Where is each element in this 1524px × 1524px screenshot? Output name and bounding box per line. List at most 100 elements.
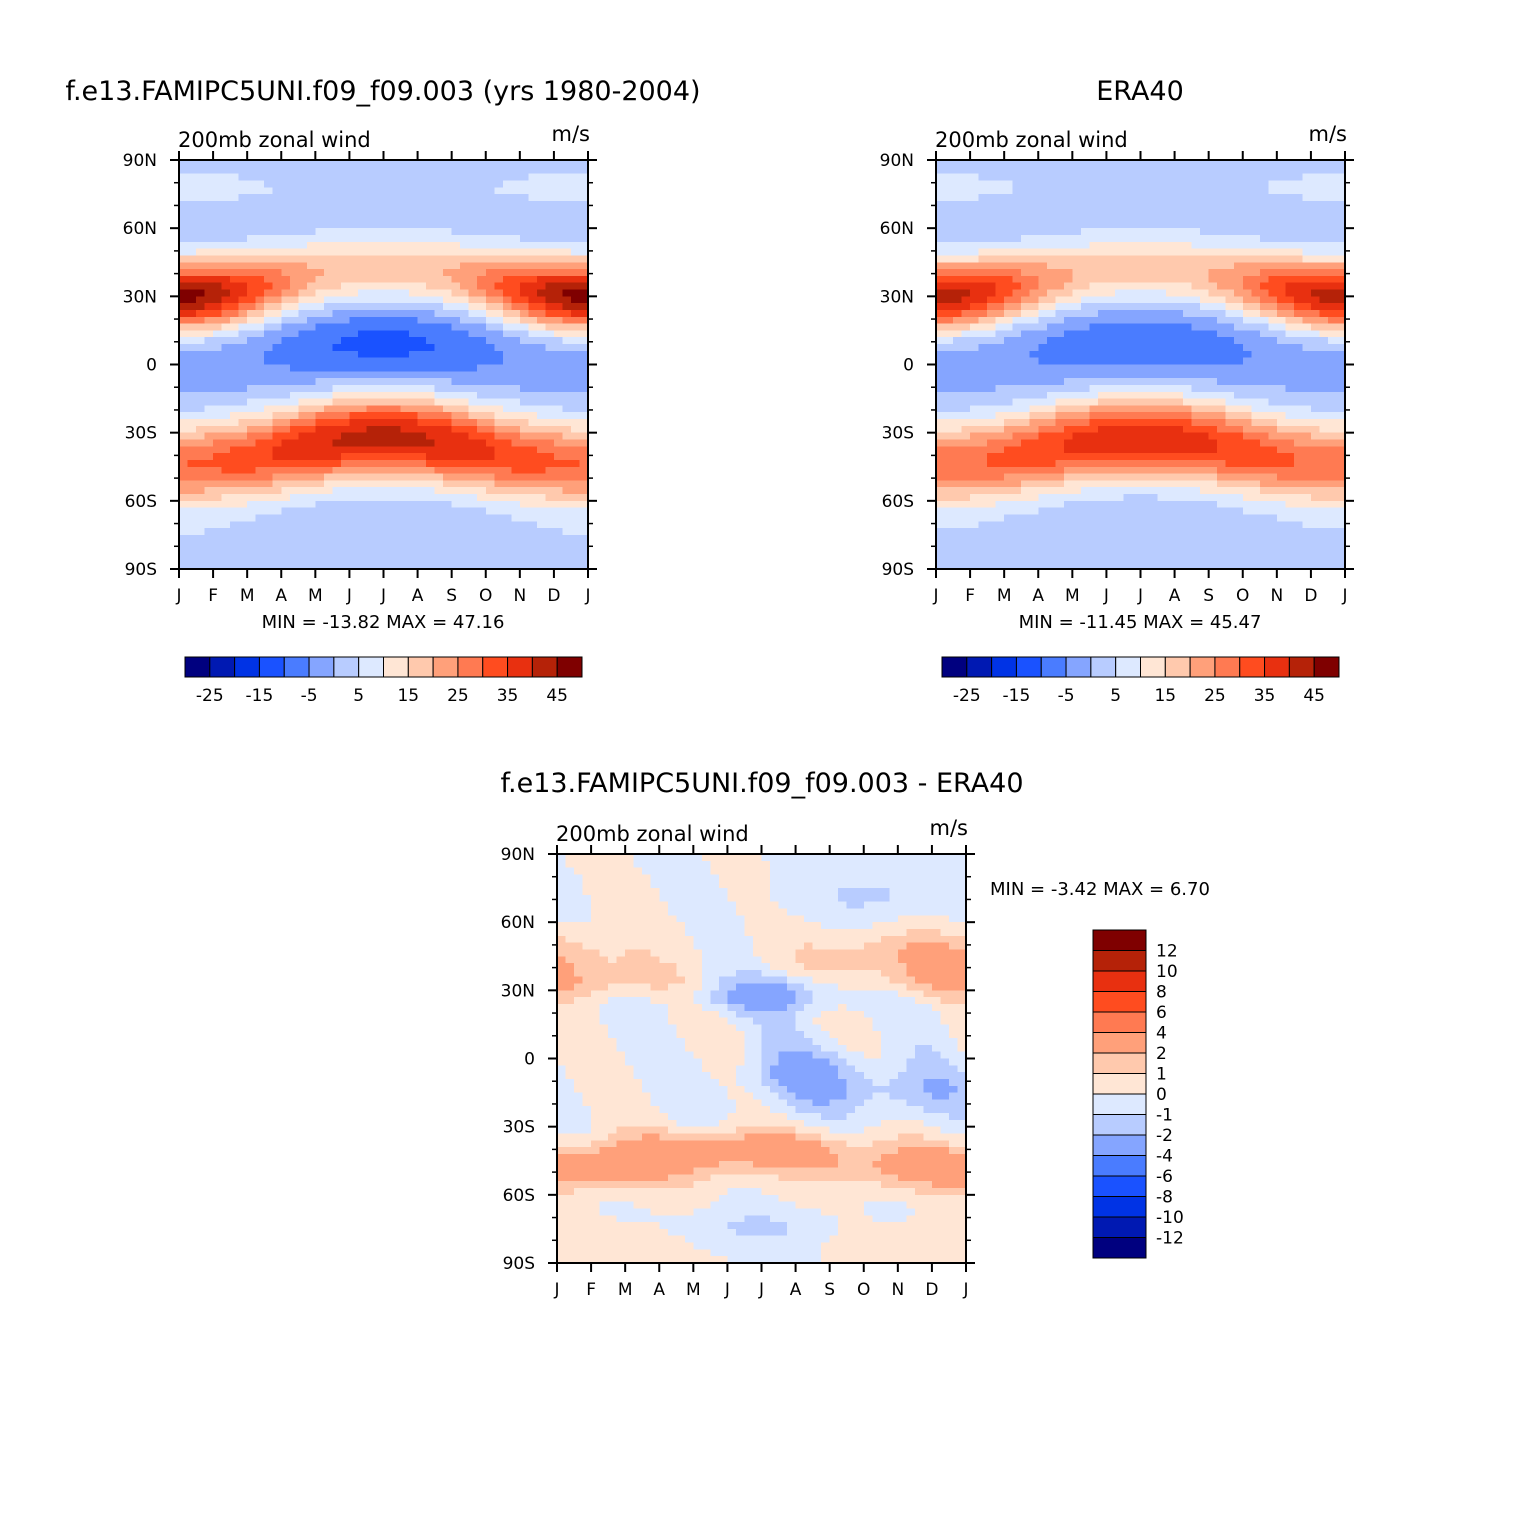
- contour-cell: [1327, 330, 1338, 338]
- contour-cell: [383, 521, 393, 529]
- contour-cell: [1242, 364, 1252, 372]
- contour-cell: [1183, 234, 1193, 243]
- contour-cell: [1285, 303, 1295, 311]
- contour-cell: [1191, 412, 1201, 420]
- contour-cell: [1166, 439, 1176, 447]
- contour-cell: [213, 405, 223, 413]
- contour-cell: [426, 337, 436, 345]
- contour-cell: [502, 521, 512, 529]
- contour-cell: [1149, 166, 1159, 175]
- contour-cell: [1234, 248, 1244, 257]
- contour-cell: [1200, 303, 1210, 311]
- contour-cell: [536, 323, 546, 332]
- contour-cell: [298, 316, 308, 325]
- contour-cell: [264, 364, 274, 372]
- contour-cell: [366, 446, 376, 454]
- contour-cell: [519, 398, 529, 406]
- contour-cell: [987, 371, 997, 379]
- contour-cell: [357, 214, 368, 222]
- contour-cell: [247, 255, 257, 263]
- contour-cell: [400, 384, 410, 393]
- contour-cell: [315, 330, 325, 338]
- contour-cell: [315, 221, 325, 229]
- contour-cell: [434, 316, 444, 325]
- contour-cell: [383, 166, 393, 175]
- contour-cell: [357, 309, 368, 318]
- contour-cell: [374, 364, 385, 372]
- contour-cell: [204, 323, 214, 332]
- contour-cell: [1038, 221, 1048, 229]
- contour-cell: [494, 180, 504, 188]
- contour-cell: [1302, 425, 1312, 434]
- contour-cell: [1157, 371, 1167, 379]
- contour-cell: [298, 214, 308, 222]
- contour-cell: [468, 453, 478, 461]
- contour-cell: [1004, 255, 1014, 263]
- contour-cell: [1174, 166, 1184, 175]
- contour-cell: [511, 466, 521, 475]
- contour-cell: [468, 296, 478, 304]
- contour-cell: [392, 262, 402, 270]
- contour-cell: [315, 234, 325, 243]
- contour-cell: [511, 303, 521, 311]
- contour-cell: [255, 221, 265, 229]
- contour-cell: [1046, 180, 1056, 188]
- contour-cell: [451, 391, 461, 400]
- contour-cell: [1157, 378, 1167, 386]
- contour-cell: [281, 521, 291, 529]
- contour-cell: [485, 228, 495, 236]
- contour-cell: [978, 241, 988, 250]
- contour-cell: [383, 303, 393, 311]
- contour-cell: [409, 221, 419, 229]
- contour-cell: [953, 255, 963, 263]
- contour-cell: [1055, 275, 1065, 284]
- contour-cell: [1293, 221, 1303, 229]
- contour-cell: [1268, 275, 1278, 284]
- contour-cell: [1097, 241, 1108, 250]
- contour-cell: [1208, 166, 1218, 175]
- contour-cell: [570, 371, 581, 379]
- contour-cell: [238, 303, 248, 311]
- contour-cell: [264, 459, 274, 468]
- contour-cell: [1166, 289, 1176, 297]
- colorbar-swatch: [507, 656, 533, 678]
- contour-cell: [230, 323, 240, 332]
- contour-cell: [1131, 214, 1142, 222]
- contour-cell: [204, 248, 214, 257]
- contour-cell: [553, 337, 564, 345]
- contour-cell: [519, 494, 529, 502]
- units-label: m/s: [552, 122, 590, 146]
- contour-cell: [477, 439, 487, 447]
- contour-cell: [1140, 221, 1150, 229]
- contour-cell: [1166, 357, 1176, 366]
- contour-cell: [579, 384, 589, 393]
- contour-cell: [1123, 432, 1133, 441]
- contour-cell: [562, 494, 572, 502]
- contour-cell: [357, 425, 368, 434]
- contour-cell: [340, 473, 351, 481]
- contour-cell: [579, 330, 589, 338]
- contour-cell: [1319, 255, 1329, 263]
- contour-cell: [511, 309, 521, 318]
- contour-cell: [1080, 309, 1090, 318]
- contour-cell: [1310, 234, 1321, 243]
- contour-cell: [179, 364, 189, 372]
- contour-cell: [1089, 303, 1099, 311]
- contour-cell: [383, 378, 393, 386]
- contour-cell: [340, 241, 351, 250]
- contour-cell: [1123, 262, 1133, 270]
- contour-cell: [1234, 194, 1244, 202]
- contour-cell: [1200, 378, 1210, 386]
- contour-cell: [357, 330, 368, 338]
- contour-cell: [536, 289, 546, 297]
- contour-cell: [528, 350, 538, 359]
- contour-cell: [417, 446, 427, 454]
- contour-cell: [485, 350, 495, 359]
- contour-cell: [213, 241, 223, 250]
- contour-cell: [1038, 207, 1048, 216]
- contour-cell: [1242, 214, 1252, 222]
- contour-cell: [1166, 173, 1176, 182]
- contour-cell: [417, 405, 427, 413]
- contour-cell: [409, 248, 419, 257]
- contour-cell: [340, 425, 351, 434]
